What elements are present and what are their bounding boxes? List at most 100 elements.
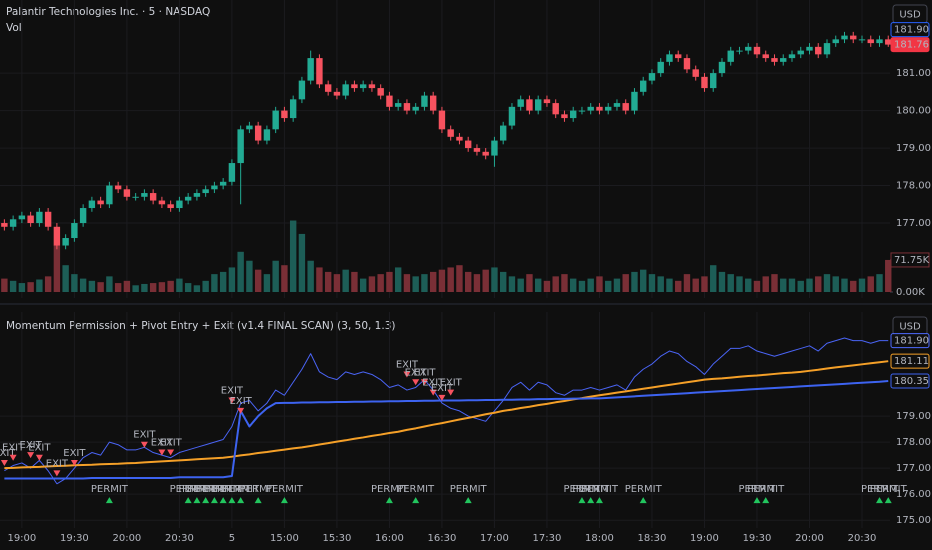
candle-body [552,103,559,115]
volume-bar [771,274,778,292]
permit-marker [105,497,113,504]
volume-bar [613,278,621,292]
candle-body [771,58,778,62]
candle-body [657,61,664,74]
volume-bar [482,269,489,292]
permit-label: PERMIT [222,484,260,495]
candle-body [9,219,17,227]
volume-tick-label: 0.00K [896,287,925,298]
permit-label: PERMIT [196,484,234,495]
permit-marker [412,497,420,504]
price-label-box [890,333,930,349]
candle-body [324,84,332,92]
candle-body [648,73,656,81]
candle-body [158,200,166,205]
volume-bar [429,271,437,292]
currency-label[interactable]: USD [899,322,921,333]
candle-body [53,226,61,246]
candle-body [79,208,87,224]
volume-bar [578,280,586,292]
candle-body [97,200,104,205]
candle-body [36,211,43,224]
permit-label: PERMIT [240,484,278,495]
candle-body [745,46,752,51]
volume-bar [858,278,866,292]
x-tick-label: 17:30 [533,533,562,544]
volume-bar [815,276,822,292]
permit-marker [228,497,236,504]
volume-bar [587,278,594,292]
x-tick-label: 16:00 [375,533,404,544]
price-label: 181.76 [894,40,929,51]
volume-bar [499,271,507,292]
volume-bar [9,280,17,292]
permit-label: PERMIT [205,484,243,495]
volume-bar [184,283,192,292]
candle-body [701,76,708,89]
y-tick-label: 179.00 [896,143,931,154]
volume-bar [692,278,699,292]
volume-bar [780,278,787,292]
volume-bar [289,220,297,292]
volume-bar [867,276,874,292]
exit-marker [403,371,411,378]
candle-body [333,91,341,96]
exit-label: EXIT [20,440,43,451]
candle-body [666,54,673,62]
candle-body [18,215,26,220]
permit-label: PERMIT [170,484,208,495]
volume-bar [657,276,664,292]
candle-body [44,211,52,227]
volume-bar [141,283,148,292]
permit-marker [193,497,201,504]
exit-label: EXIT [405,367,428,378]
exit-marker [420,379,428,386]
volume-bar [62,265,69,292]
candle-body [141,193,148,197]
candle-body [876,39,883,44]
candle-body [587,106,594,111]
candle-body [1,223,8,227]
y-tick-label: 179.00 [896,411,931,422]
currency-label[interactable]: USD [899,10,921,21]
candle-body [88,200,96,209]
volume-bar [386,271,393,292]
price-label: 181.90 [894,25,929,36]
permit-marker [875,497,883,504]
candle-body [526,99,533,111]
candle-body [640,80,647,92]
price-label: 181.90 [894,336,929,347]
permit-marker [184,497,192,504]
indicator-line [4,360,889,470]
candle-body [237,129,244,164]
exit-marker [412,379,420,386]
volume-bar [710,265,717,292]
candle-body [307,58,314,81]
candle-body [438,110,446,130]
volume-bar [316,267,323,292]
candle-body [806,46,813,51]
exit-label: EXIT [413,367,436,378]
volume-bar [508,276,516,292]
volume-bar [158,282,166,292]
price-label-box [890,37,930,53]
exit-marker [438,394,446,401]
permit-label: PERMIT [450,484,488,495]
permit-marker [762,497,770,504]
volume-bar [762,276,769,292]
volume-bar [491,267,498,292]
exit-label: EXIT [63,448,86,459]
permit-marker [639,497,647,504]
x-tick-label: 17:00 [480,533,509,544]
candle-body [132,196,139,198]
exit-marker [0,459,8,466]
permit-label: PERMIT [213,484,251,495]
grid [0,0,890,528]
candle-body [202,189,209,194]
candle-body [219,181,227,186]
x-tick-label: 19:30 [743,533,772,544]
exit-label: EXIT [440,378,463,389]
candle-body [176,200,183,209]
volume-bar [473,274,481,292]
candle-body [184,196,192,201]
